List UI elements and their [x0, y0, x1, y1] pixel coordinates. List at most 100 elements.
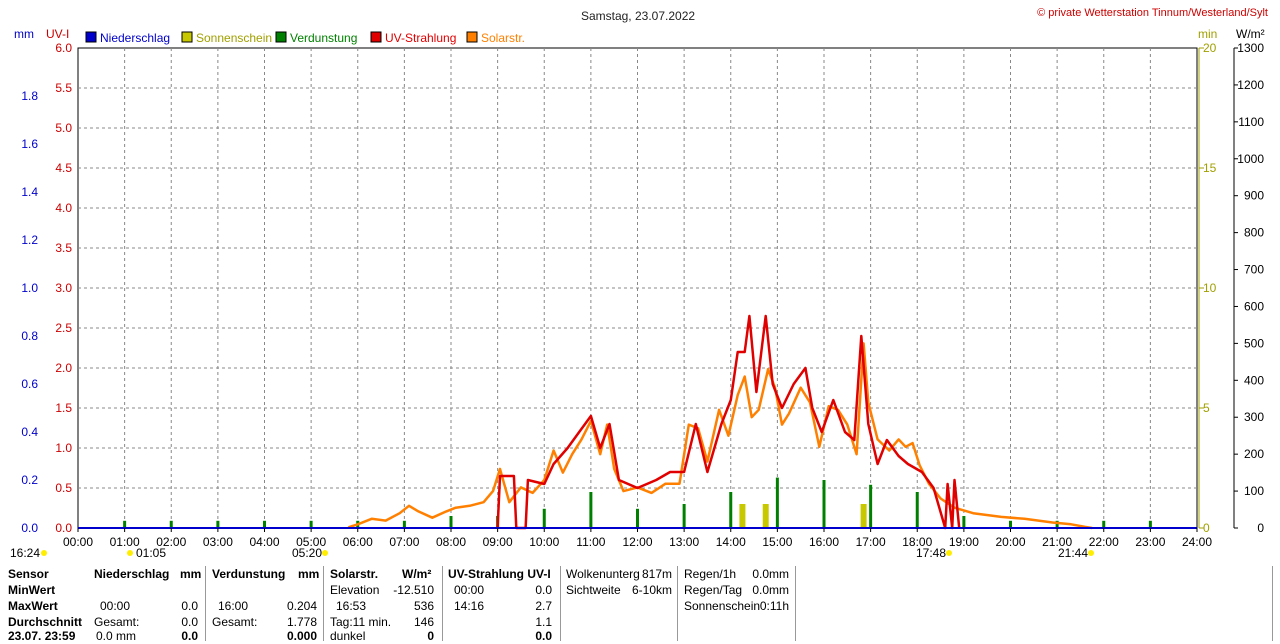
- uv-tick-label: 1.0: [55, 441, 72, 455]
- x-tick-label: 23:00: [1135, 535, 1165, 549]
- mm-tick-label: 1.8: [21, 89, 38, 103]
- mm-tick-label: 0.0: [21, 521, 38, 535]
- sunshine-bar: [762, 504, 769, 528]
- mm-tick-label: 1.6: [21, 137, 38, 151]
- niederschlag-avg-label: Gesamt:: [94, 615, 140, 629]
- x-tick-label: 07:00: [389, 535, 419, 549]
- uv-header: UV-Strahlung UV-I: [448, 567, 551, 581]
- sunshine-bar: [739, 504, 746, 528]
- divider: [560, 566, 561, 641]
- evaporation-bar: [263, 520, 266, 528]
- mm-tick-label: 1.0: [21, 281, 38, 295]
- niederschlag-last-time: 0.0 mm: [96, 629, 137, 643]
- evaporation-bar: [869, 484, 873, 528]
- weather-chart: Samstag, 23.07.2022 © private Wetterstat…: [10, 7, 1268, 560]
- sun-marker-icon: [41, 550, 47, 556]
- legend-swatch: [370, 31, 382, 43]
- uv-min-time: 00:00: [454, 583, 485, 597]
- x-tick-label: 01:00: [110, 535, 140, 549]
- uv-tick-label: 4.0: [55, 201, 72, 215]
- col-regen: Regen/1h 0.0mm Regen/Tag 0.0mm Sonnensch…: [684, 564, 792, 641]
- uv-min-val: 0.0: [535, 583, 552, 597]
- row-labels: Sensor MinWert MaxWert Durchschnitt 23.0…: [8, 564, 90, 643]
- x-tick-label: 06:00: [343, 535, 373, 549]
- uv-tick-label: 1.5: [55, 401, 72, 415]
- uv-tick-label: 2.5: [55, 321, 72, 335]
- evaporation-bar: [216, 520, 220, 528]
- solar-min-label: Elevation: [330, 583, 380, 597]
- col-uv: UV-Strahlung UV-I 00:00 0.0 14:16 2.7 1.…: [448, 564, 556, 643]
- mm-tick-label: 1.2: [21, 233, 38, 247]
- event-time-label: 01:05: [136, 546, 166, 560]
- uv-tick-label: 2.0: [55, 361, 72, 375]
- legend-label: UV-Strahlung: [385, 31, 456, 45]
- evaporation-bar: [169, 520, 173, 528]
- chart-legend: Niederschlag Sonnenschein Verdunstung UV-St…: [85, 31, 525, 45]
- bar-series: [123, 477, 1152, 528]
- x-tick-label: 22:00: [1089, 535, 1119, 549]
- x-tick-label: 03:00: [203, 535, 233, 549]
- x-tick-label: 12:00: [622, 535, 652, 549]
- summary-table: Sensor MinWert MaxWert Durchschnitt 23.0…: [0, 564, 1280, 643]
- axis-unit-uv: UV-I: [46, 27, 69, 41]
- evaporation-bar: [449, 516, 453, 528]
- x-tick-label: 19:00: [949, 535, 979, 549]
- solar-avg-val: 146: [413, 615, 434, 629]
- sunshine-val: 0:11h: [759, 599, 789, 613]
- evaporation-bar: [402, 520, 406, 528]
- niederschlag-avg-val: 0.0: [181, 615, 198, 629]
- x-tick-label: 16:00: [809, 535, 839, 549]
- verdunstung-last-val: 0.000: [286, 629, 317, 643]
- divider: [205, 566, 206, 641]
- mm-tick-label: 0.8: [21, 329, 38, 343]
- x-tick-label: 05:00: [296, 535, 326, 549]
- evaporation-bar: [822, 480, 826, 528]
- rain-1h-label: Regen/1h: [684, 567, 737, 581]
- wm2-tick-label: 1000: [1237, 152, 1264, 166]
- x-tick-label: 10:00: [529, 535, 559, 549]
- x-tick-label: 17:00: [856, 535, 886, 549]
- row-label-avg: Durchschnitt: [8, 615, 83, 629]
- wm2-tick-label: 100: [1244, 484, 1264, 498]
- chart-grid: [77, 47, 1198, 529]
- sunshine-label: Sonnenschein: [684, 599, 761, 613]
- wm2-tick-label: 800: [1244, 226, 1264, 240]
- uv-tick-label: 4.5: [55, 161, 72, 175]
- wm2-tick-label: 1200: [1237, 78, 1264, 92]
- mm-tick-label: 0.4: [21, 425, 38, 439]
- row-label-last: 23.07. 23:59: [8, 629, 76, 643]
- uv-tick-label: 6.0: [55, 41, 72, 55]
- evaporation-bar: [915, 492, 919, 528]
- axis-unit-min: min: [1198, 27, 1217, 41]
- solar-avg-label: Tag:11 min.: [330, 615, 392, 629]
- uv-max-time: 14:16: [454, 599, 485, 613]
- axis-unit-mm: mm: [14, 27, 34, 41]
- solar-line: [348, 342, 1093, 530]
- solar-min-val: -12.510: [393, 583, 434, 597]
- wm2-tick-label: 900: [1244, 189, 1264, 203]
- sun-marker-icon: [322, 550, 328, 556]
- verdunstung-max-time: 16:00: [218, 599, 249, 613]
- rain-day-label: Regen/Tag: [684, 583, 743, 597]
- uv-tick-label: 0.5: [55, 481, 72, 495]
- col-niederschlag: Niederschlag mm 00:00 0.0 Gesamt: 0.0 0.…: [94, 564, 202, 643]
- mm-tick-label: 1.4: [21, 185, 38, 199]
- uv-tick-label: 0.0: [55, 521, 72, 535]
- sun-marker-icon: [946, 550, 952, 556]
- evaporation-bar: [636, 508, 639, 528]
- legend-label: Niederschlag: [100, 31, 170, 45]
- x-tick-label: 13:00: [669, 535, 699, 549]
- verdunstung-avg-val: 1.778: [286, 615, 317, 629]
- evaporation-bar: [1102, 520, 1106, 528]
- wm2-tick-label: 200: [1244, 447, 1264, 461]
- wm2-tick-label: 700: [1244, 263, 1264, 277]
- event-time-label: 21:44: [1058, 546, 1088, 560]
- x-tick-label: 18:00: [902, 535, 932, 549]
- min-tick-label: 20: [1203, 41, 1217, 55]
- legend-swatch: [466, 31, 478, 43]
- event-time-label: 16:24: [10, 546, 40, 560]
- uv-tick-label: 3.5: [55, 241, 72, 255]
- col-verdunstung: Verdunstung mm 16:00 0.204 Gesamt: 1.778…: [212, 564, 320, 643]
- divider: [442, 566, 443, 641]
- niederschlag-unit: mm: [180, 567, 202, 581]
